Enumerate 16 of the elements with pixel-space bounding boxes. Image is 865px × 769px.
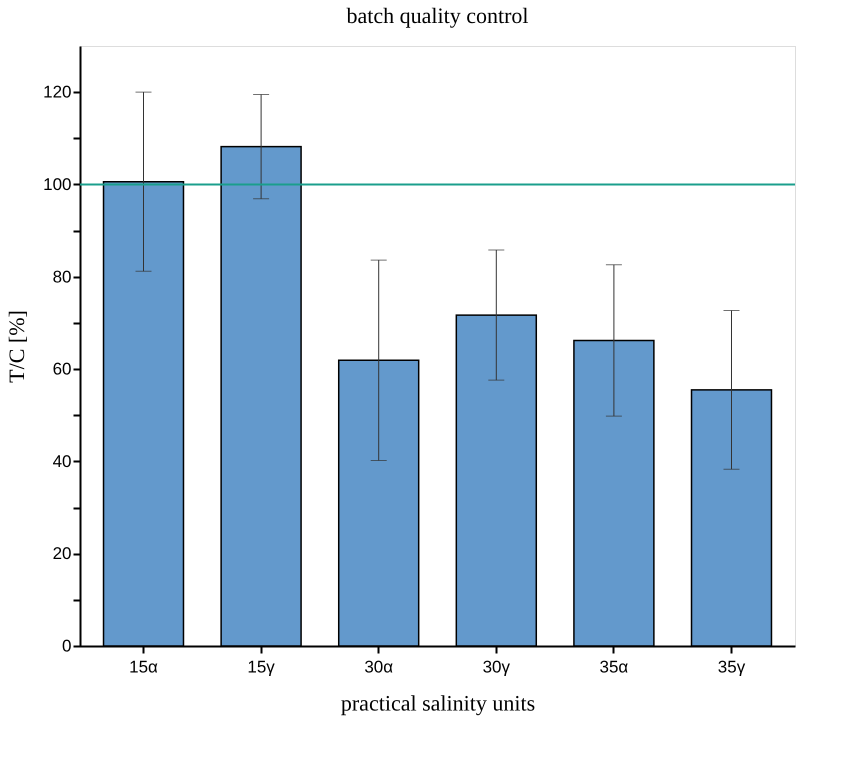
x-tick-label: 15γ — [247, 658, 276, 676]
x-tick-label: 30γ — [482, 658, 510, 676]
x-tick-label: 30α — [364, 658, 394, 676]
y-axis-title: T/C [%] — [4, 310, 30, 383]
y-tick-label: 0 — [62, 636, 72, 656]
y-tick-label: 40 — [52, 452, 72, 471]
y-tick-label: 20 — [52, 544, 72, 564]
y-tick-label: 60 — [52, 360, 72, 379]
x-axis-title: practical salinity units — [340, 690, 536, 716]
y-tick-label: 100 — [43, 174, 72, 194]
x-tick-label: 35α — [600, 658, 628, 676]
y-tick-label: 80 — [52, 267, 72, 286]
x-tick-label: 35γ — [718, 658, 746, 676]
y-tick-label: 120 — [43, 82, 72, 102]
chart-title: batch quality control — [346, 3, 529, 28]
x-tick-label: 15α — [129, 658, 158, 676]
